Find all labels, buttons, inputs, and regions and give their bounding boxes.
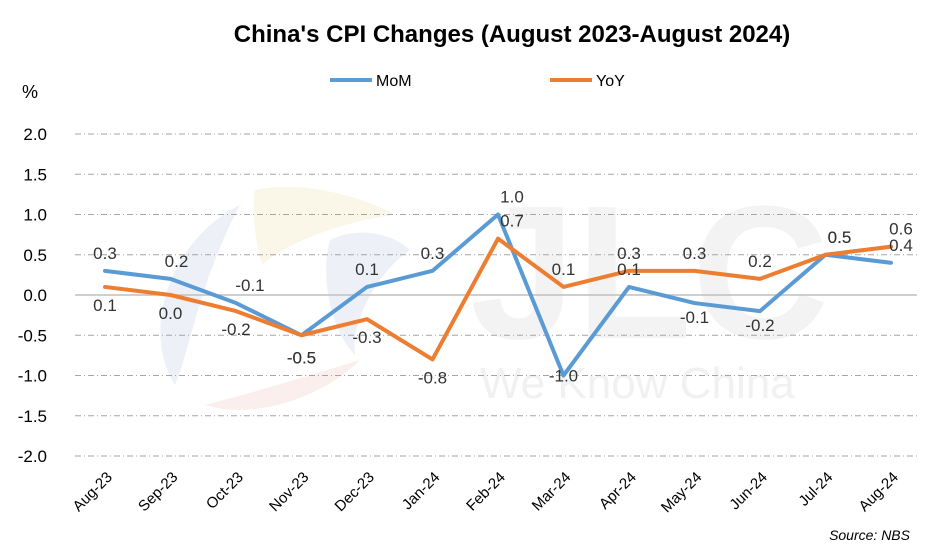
x-tick-label: Jul-24 [795,469,836,510]
data-label-yoy: 0.6 [889,220,913,239]
y-tick-label: 0.0 [23,286,47,305]
x-tick-label: May-24 [658,469,705,516]
y-tick-label: 1.0 [23,206,47,225]
data-label-mom: -1.0 [549,367,578,386]
data-label-yoy: 0.0 [159,304,183,323]
watermark-logo: JLC We Know China [160,167,829,410]
x-tick-label: Apr-24 [596,469,640,513]
x-axis-ticks: Aug-23 Sep-23 Oct-23 Nov-23 Dec-23 Jan-24 Feb-… [70,469,902,516]
x-tick-label: Aug-23 [70,469,116,515]
watermark-tagline: We Know China [480,359,795,408]
x-tick-label: Aug-24 [856,469,902,515]
x-tick-label: Dec-23 [332,469,378,515]
chart-title: China's CPI Changes (August 2023-August … [234,21,791,48]
data-label-mom: 0.5 [828,228,852,247]
data-label-yoy: 0.3 [683,244,707,263]
data-label-mom: 0.1 [355,260,379,279]
data-label-mom: 0.3 [421,244,445,263]
data-label-mom: 1.0 [500,188,524,207]
data-label-mom: 0.2 [165,252,189,271]
source-note: Source: NBS [829,527,911,543]
data-label-mom: -0.5 [287,348,316,367]
data-label-yoy: -0.8 [418,368,447,387]
data-label-yoy: 0.7 [500,212,524,231]
y-axis-ticks: 2.0 1.5 1.0 0.5 0.0 -0.5 -1.0 -1.5 -2.0 [18,125,47,466]
x-tick-label: Nov-23 [266,469,312,515]
x-tick-label: Feb-24 [463,469,509,515]
data-label-yoy: -0.5 [287,348,316,367]
y-tick-label: -1.5 [18,407,47,426]
data-label-mom: -0.1 [235,276,264,295]
data-label-yoy: 0.1 [552,260,576,279]
series-lines [103,212,893,378]
x-tick-label: Sep-23 [135,469,181,515]
y-axis-label: % [22,82,38,102]
data-label-yoy: 0.5 [828,228,852,247]
y-tick-label: -0.5 [18,326,47,345]
y-tick-label: 1.5 [23,165,47,184]
x-tick-label: Mar-24 [529,469,575,515]
data-labels: 0.3 0.2-0.1-0.50.10.31.0-1.00.1-0.1 -0.20.… [93,188,913,388]
y-tick-label: -1.0 [18,367,47,386]
x-tick-label: Oct-23 [203,469,247,513]
y-tick-label: 0.5 [23,246,47,265]
x-tick-label: Jun-24 [726,469,770,513]
y-tick-label: 2.0 [23,125,47,144]
data-label-yoy: 0.3 [617,244,641,263]
data-label-mom: -0.2 [745,316,774,335]
data-label-mom: 0.1 [617,260,641,279]
legend: MoM YoY [330,73,625,90]
data-label-yoy: -0.2 [221,320,250,339]
series-line-mom [103,212,893,378]
legend-mom-label: MoM [376,73,412,90]
watermark-logo-text: JLC [470,167,829,379]
data-label-yoy: 0.1 [93,296,117,315]
data-label-mom: 0.4 [889,236,913,255]
y-tick-label: -2.0 [18,447,47,466]
legend-yoy-label: YoY [596,73,625,90]
series-line-yoy [103,236,893,362]
data-label-yoy: -0.3 [352,328,381,347]
data-label-mom: 0.3 [93,244,117,263]
data-label-mom: -0.1 [680,308,709,327]
x-tick-label: Jan-24 [399,469,443,513]
data-label-yoy: 0.2 [748,252,772,271]
